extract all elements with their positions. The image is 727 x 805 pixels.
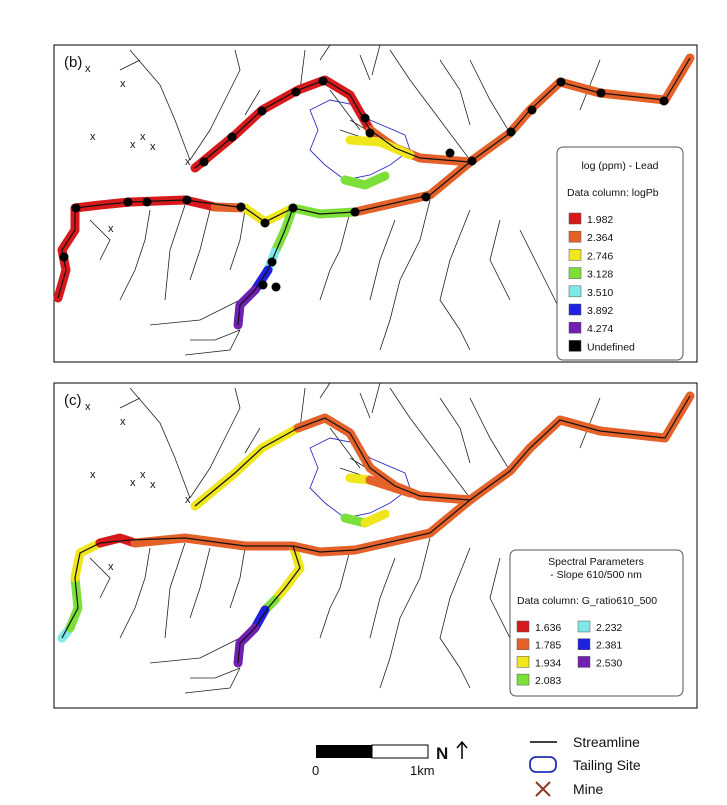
legend-title: - Slope 610/500 nm [550, 569, 642, 581]
legend-label: 1.934 [535, 657, 561, 669]
panel-label: (b) [64, 54, 82, 71]
scale-end: 1km [410, 763, 435, 778]
map-key: Streamline Tailing Site Mine [529, 734, 641, 797]
scale-bar: 0 1km N [312, 740, 468, 778]
legend-swatch [577, 638, 591, 650]
legend-label: 2.381 [596, 640, 622, 652]
legend-swatch [516, 620, 530, 633]
legend-label: 2.530 [596, 657, 622, 669]
legend-swatch [516, 638, 530, 650]
legend-label: 1.785 [535, 640, 561, 652]
map-panel-b: (b) [53, 44, 695, 356]
legend-data-column: Data column: logPb [567, 187, 659, 199]
legend-label: 4.274 [587, 323, 613, 335]
key-label: Streamline [573, 734, 640, 750]
legend-swatch [516, 656, 530, 668]
key-label: Mine [573, 781, 604, 797]
legend-swatch [577, 656, 591, 668]
legend-label: Undefined [587, 341, 635, 353]
legend-swatch [568, 285, 582, 298]
legend-label: 1.982 [587, 214, 613, 226]
legend-title: Spectral Parameters [548, 556, 644, 568]
legend-label: 2.364 [587, 232, 613, 244]
legend-data-column: Data column: G_ratio610_500 [517, 595, 657, 607]
legend-box [509, 549, 684, 697]
legend-label: 2.232 [596, 622, 622, 634]
key-label: Tailing Site [573, 757, 641, 773]
legend-label: 1.636 [535, 622, 561, 634]
legend-swatch [568, 212, 582, 225]
panel-label: (c) [64, 392, 82, 409]
map-panel-c: (c) [57, 382, 695, 694]
legend-swatch [568, 230, 582, 243]
legend-swatch [568, 321, 582, 334]
scale-start: 0 [312, 763, 319, 778]
legends: log (ppm) - Lead Data column: logPb 1.982 2… [516, 160, 659, 687]
north-label: N [436, 744, 448, 763]
legend-swatch [568, 267, 582, 279]
legend-box [556, 146, 684, 361]
legend-label: 3.128 [587, 269, 613, 281]
legend-swatch [568, 340, 582, 352]
legend-label: 3.892 [587, 305, 613, 317]
legend-swatch [516, 673, 530, 686]
legend-label: 2.746 [587, 250, 613, 262]
legend-swatch [568, 303, 582, 316]
legend-title: log (ppm) - Lead [581, 160, 658, 172]
legend-swatch [568, 249, 582, 261]
legend-label: 2.083 [535, 675, 561, 687]
legend-label: 3.510 [587, 287, 613, 299]
legend-swatch [577, 620, 591, 633]
